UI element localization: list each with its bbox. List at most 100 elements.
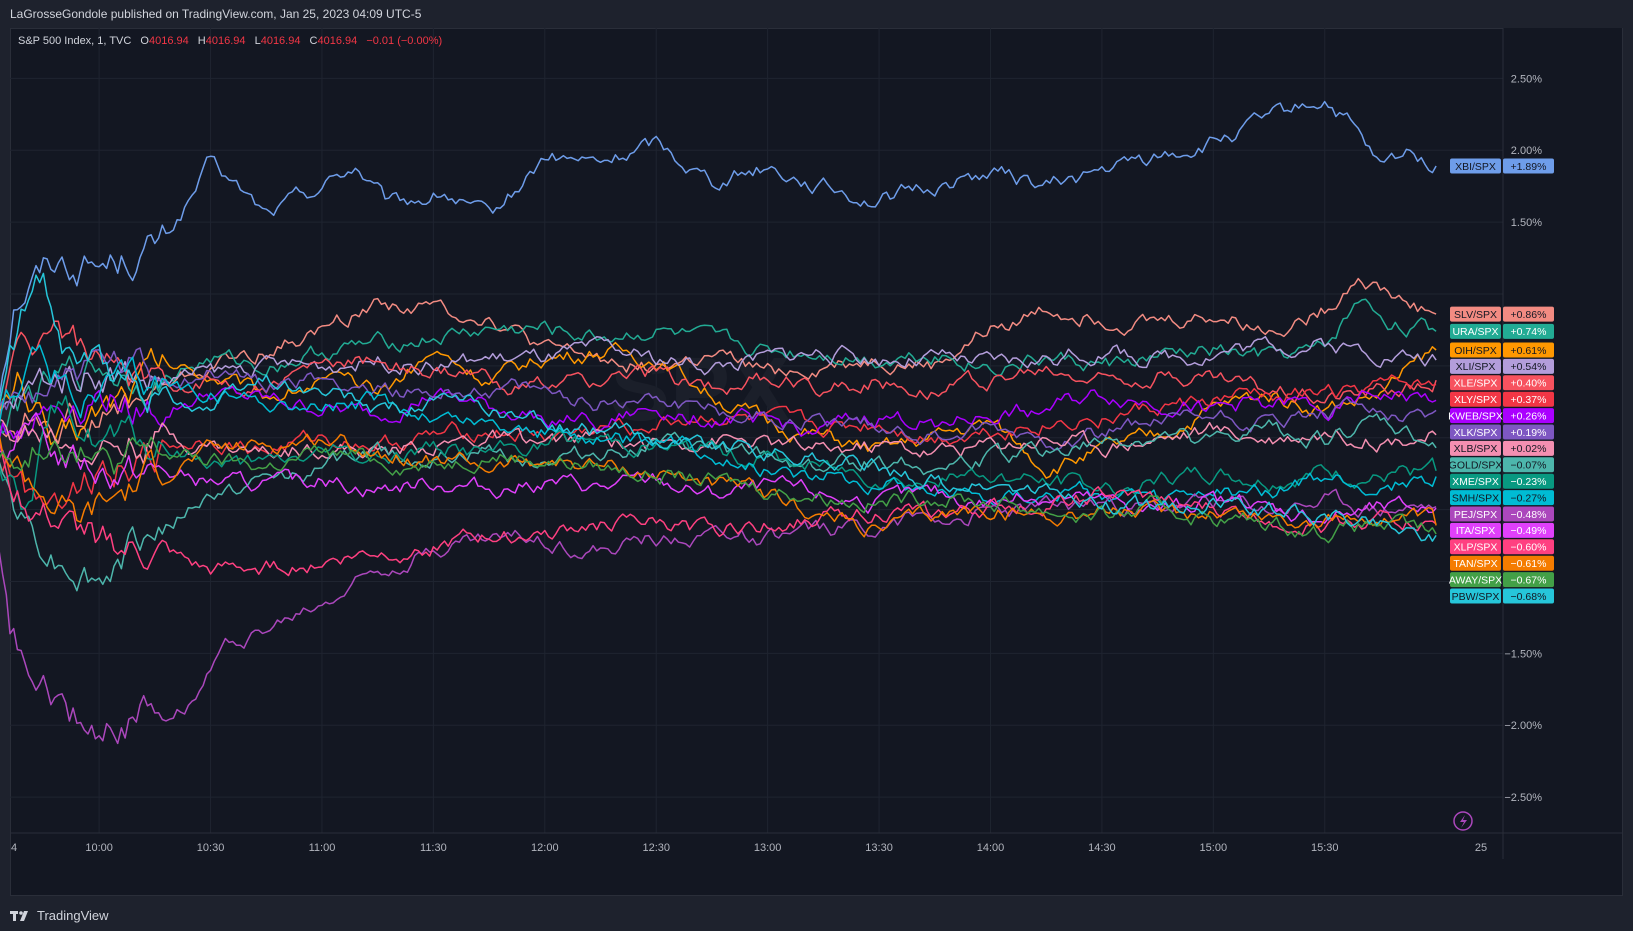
series-line-xli-spx[interactable] — [0, 335, 1437, 438]
series-tag-kweb-spx[interactable]: KWEB/SPX +0.26% — [1448, 408, 1554, 424]
series-value-tag — [1503, 358, 1554, 374]
series-name-tag — [1450, 342, 1501, 358]
y-tick-label: −2.00% — [1504, 720, 1542, 732]
chart-pane[interactable] — [10, 28, 1623, 896]
x-tick-label: 13:00 — [754, 842, 782, 854]
series-line-xlp-spx[interactable] — [0, 438, 1437, 577]
x-tick-label: 10:30 — [197, 842, 225, 854]
series-tag-away-spx[interactable]: AWAY/SPX −0.67% — [1449, 572, 1554, 588]
series-tag-xlk-spx[interactable]: XLK/SPX +0.19% — [1450, 424, 1554, 440]
series-line-ita-spx[interactable] — [0, 412, 1437, 524]
series-value-text: +1.89% — [1511, 161, 1547, 173]
series-name-tag — [1450, 323, 1501, 339]
series-tag-xme-spx[interactable]: XME/SPX −0.23% — [1450, 473, 1554, 489]
series-tag-xbi-spx[interactable]: XBI/SPX +1.89% — [1450, 158, 1554, 174]
series-name-text: ITA/SPX — [1456, 525, 1495, 537]
series-value-tag — [1503, 440, 1554, 456]
y-tick-label: −2.50% — [1504, 792, 1542, 804]
series-value-text: −0.67% — [1511, 574, 1547, 586]
series-line-pbw-spx[interactable] — [0, 272, 1437, 542]
series-line-oih-spx[interactable] — [0, 341, 1437, 479]
series-tag-xlb-spx[interactable]: XLB/SPX +0.02% — [1450, 440, 1554, 456]
series-value-text: −0.49% — [1511, 525, 1547, 537]
symbol-legend[interactable]: S&P 500 Index, 1, TVC O4016.94 H4016.94 … — [18, 35, 442, 47]
series-tag-xly-spx[interactable]: XLY/SPX +0.37% — [1450, 391, 1554, 407]
x-tick-label: 15:00 — [1200, 842, 1228, 854]
series-line-xle-spx[interactable] — [0, 320, 1437, 438]
series-name-text: XLP/SPX — [1454, 542, 1498, 554]
x-tick-label: 12:00 — [531, 842, 559, 854]
series-name-text: XME/SPX — [1452, 476, 1499, 488]
lightning-icon[interactable] — [1453, 811, 1473, 831]
series-tag-smh-spx[interactable]: SMH/SPX −0.27% — [1450, 490, 1554, 506]
series-tag-gold-spx[interactable]: GOLD/SPX −0.07% — [1449, 457, 1554, 473]
series-tag-xlp-spx[interactable]: XLP/SPX −0.60% — [1450, 539, 1554, 555]
series-name-text: URA/SPX — [1452, 326, 1498, 338]
series-value-text: −0.68% — [1511, 591, 1547, 603]
series-line-slv-spx[interactable] — [0, 277, 1437, 446]
series-name-tag — [1450, 457, 1501, 473]
series-name-tag — [1450, 375, 1501, 391]
series-tag-tan-spx[interactable]: TAN/SPX −0.61% — [1450, 555, 1554, 571]
series-line-xme-spx[interactable] — [0, 395, 1437, 510]
x-tick-label: 11:00 — [309, 842, 336, 854]
series-name-text: TAN/SPX — [1453, 558, 1497, 570]
series-value-text: −0.48% — [1511, 509, 1547, 521]
series-tag-slv-spx[interactable]: SLV/SPX +0.86% — [1450, 306, 1554, 322]
series-value-tag — [1503, 539, 1554, 555]
series-tag-pej-spx[interactable]: PEJ/SPX −0.48% — [1450, 506, 1554, 522]
x-tick-label: 15:30 — [1311, 842, 1339, 854]
series-value-text: +0.54% — [1511, 361, 1547, 373]
open-label: O — [140, 35, 149, 47]
series-value-tag — [1503, 588, 1554, 604]
series-value-tag — [1503, 506, 1554, 522]
series-line-xbi-spx[interactable] — [0, 100, 1437, 438]
series-name-tag — [1450, 473, 1501, 489]
series-value-tag — [1503, 375, 1554, 391]
series-tag-ura-spx[interactable]: URA/SPX +0.74% — [1450, 323, 1554, 339]
series-tag-xli-spx[interactable]: XLI/SPX +0.54% — [1450, 358, 1554, 374]
series-line-xlb-spx[interactable] — [0, 418, 1437, 466]
series-line-kweb-spx[interactable] — [0, 386, 1437, 442]
series-value-tag — [1503, 408, 1554, 424]
brand[interactable]: TradingView — [10, 908, 109, 923]
series-tag-oih-spx[interactable]: OIH/SPX +0.61% — [1450, 342, 1554, 358]
series-value-tag — [1503, 572, 1554, 588]
bottom-bar — [0, 900, 1633, 931]
series-tag-xle-spx[interactable]: XLE/SPX +0.40% — [1450, 375, 1554, 391]
lightning-icon-ring — [1453, 811, 1473, 831]
tradingview-logo-icon — [10, 910, 28, 921]
symbol-name[interactable]: S&P 500 Index, 1, TVC — [18, 35, 132, 47]
series-tag-pbw-spx[interactable]: PBW/SPX −0.68% — [1450, 588, 1554, 604]
series-name-text: AWAY/SPX — [1449, 574, 1502, 586]
series-lines — [0, 100, 1437, 745]
series-value-text: +0.02% — [1511, 443, 1547, 455]
series-name-text: KWEB/SPX — [1448, 410, 1503, 422]
series-line-pej-spx[interactable] — [0, 438, 1437, 745]
lightning-icon-bolt — [1460, 815, 1467, 828]
series-name-tag — [1450, 358, 1501, 374]
series-value-tag — [1503, 306, 1554, 322]
series-line-xly-spx[interactable] — [0, 374, 1437, 510]
open-value: 4016.94 — [148, 35, 189, 47]
series-tag-ita-spx[interactable]: ITA/SPX −0.49% — [1450, 522, 1554, 538]
series-value-tag — [1503, 473, 1554, 489]
series-line-xlk-spx[interactable] — [0, 347, 1437, 451]
series-name-text: PEJ/SPX — [1454, 509, 1497, 521]
series-line-ura-spx[interactable] — [0, 298, 1437, 445]
series-name-text: XLI/SPX — [1456, 361, 1496, 373]
series-line-tan-spx[interactable] — [0, 433, 1437, 538]
series-line-away-spx[interactable] — [0, 436, 1437, 544]
series-line-smh-spx[interactable] — [0, 344, 1437, 507]
series-name-text: XBI/SPX — [1455, 161, 1496, 173]
series-value-tag — [1503, 424, 1554, 440]
series-value-text: −0.07% — [1511, 460, 1547, 472]
close-value: 4016.94 — [317, 35, 358, 47]
series-name-tag — [1450, 424, 1501, 440]
y-tick-label: −1.50% — [1504, 648, 1542, 660]
series-name-tag — [1450, 555, 1501, 571]
series-line-gold-spx[interactable] — [0, 413, 1437, 592]
series-value-text: +0.19% — [1511, 427, 1547, 439]
series-name-tag — [1450, 408, 1501, 424]
